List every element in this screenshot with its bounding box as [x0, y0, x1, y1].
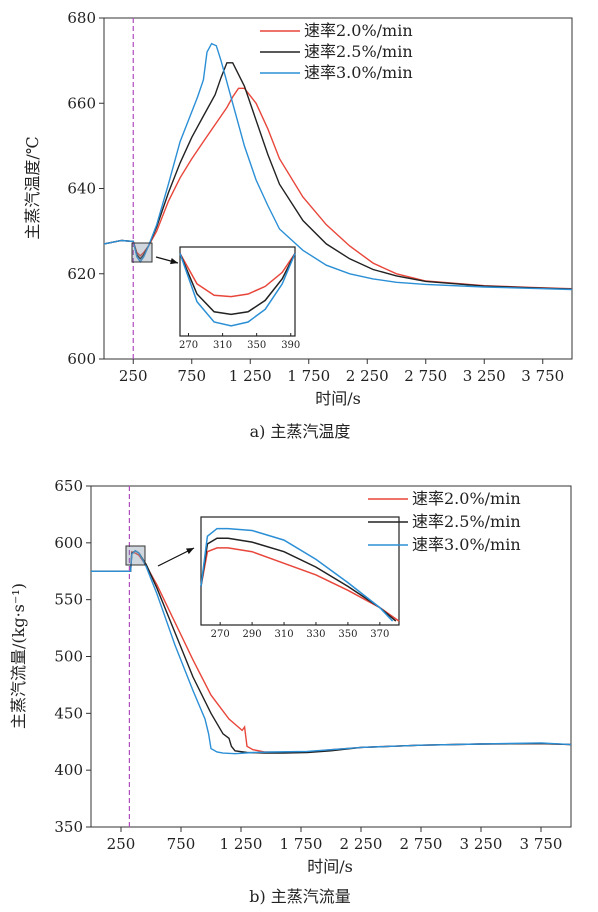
series-line: [103, 87, 573, 290]
x-tick-label: 250: [107, 835, 136, 853]
inset-x-tick-label: 350: [338, 629, 357, 640]
legend: 速率2.0%/min 速率2.5%/min 速率3.0%/min: [260, 21, 413, 82]
y-tick-label: 640: [67, 180, 96, 198]
legend-label: 速率3.0%/min: [304, 63, 413, 82]
legend-label: 速率3.0%/min: [412, 535, 521, 554]
legend: 速率2.0%/min 速率2.5%/min 速率3.0%/min: [368, 489, 521, 554]
inset-x-tick-label: 370: [370, 629, 389, 640]
inset-series-line: [200, 547, 400, 622]
inset-x-tick-label: 350: [247, 340, 266, 351]
inset-series-line: [179, 253, 296, 327]
x-tick-label: 2 250: [346, 367, 389, 385]
x-ticks: 250 750 1 250 1 750 2 250 2 750 3 250 3 750: [119, 359, 564, 385]
inset-x-tick-label: 290: [243, 629, 262, 640]
inset-series-line: [179, 253, 296, 316]
series-line: [91, 549, 572, 755]
x-tick-label: 1 750: [280, 835, 323, 853]
series-line: [103, 42, 573, 291]
y-ticks: 600 620 640 660 680: [67, 9, 104, 368]
caption: b) 主蒸汽流量: [249, 887, 351, 906]
y-tick-label: 650: [54, 477, 83, 495]
inset-series-line: [179, 252, 296, 298]
x-ticks: 250 750 1 250 1 750 2 250 2 750 3 250 3 750: [107, 827, 563, 853]
inset: 270 310 350 390: [179, 246, 300, 351]
inset-series-line: [200, 537, 397, 622]
zoom-box: [131, 242, 179, 265]
y-tick-label: 450: [54, 704, 83, 722]
x-tick-label: 2 750: [404, 367, 447, 385]
x-tick-label: 3 750: [521, 367, 564, 385]
caption: a) 主蒸汽温度: [250, 422, 351, 441]
x-tick-label: 1 750: [287, 367, 330, 385]
inset-x-tick-label: 330: [306, 629, 325, 640]
zoom-arrow-head: [186, 548, 194, 555]
inset-series-line: [200, 527, 394, 622]
x-tick-label: 750: [167, 835, 196, 853]
x-axis-title: 时间/s: [307, 857, 353, 876]
zoom-region: [131, 242, 153, 263]
x-tick-label: 250: [119, 367, 148, 385]
x-tick-label: 1 250: [220, 835, 263, 853]
legend-label: 速率2.0%/min: [412, 489, 521, 508]
inset-x-tick-label: 270: [211, 629, 230, 640]
inset-x-tick-label: 270: [179, 340, 198, 351]
series-line: [103, 62, 573, 290]
y-ticks: 350 400 450 500 550 600 650: [54, 477, 91, 836]
x-tick-label: 750: [177, 367, 206, 385]
y-tick-label: 600: [54, 534, 83, 552]
inset-x-tick-label: 310: [274, 629, 293, 640]
y-tick-label: 500: [54, 648, 83, 666]
y-tick-label: 350: [54, 818, 83, 836]
x-tick-label: 3 750: [520, 835, 563, 853]
x-tick-label: 3 250: [463, 367, 506, 385]
x-tick-label: 1 250: [229, 367, 272, 385]
chart-b: 250 750 1 250 1 750 2 250 2 750 3 250 3 750 350…: [9, 477, 572, 906]
y-tick-label: 680: [67, 9, 96, 27]
inset-x-tick-label: 310: [213, 340, 232, 351]
chart-a: 250 750 1 250 1 750 2 250 2 750 3 250 3 750 600…: [23, 9, 573, 441]
y-tick-label: 620: [67, 265, 96, 283]
zoom-arrow-head: [170, 258, 178, 265]
zoom-box: [125, 545, 195, 567]
inset-frame: [200, 516, 400, 626]
y-axis-title: 主蒸汽流量/(kg·s⁻¹): [9, 583, 28, 729]
legend-label: 速率2.5%/min: [304, 42, 413, 61]
y-tick-label: 400: [54, 761, 83, 779]
y-tick-label: 550: [54, 591, 83, 609]
legend-label: 速率2.0%/min: [304, 21, 413, 40]
lines: [103, 42, 573, 291]
inset-x-tick-label: 390: [281, 340, 300, 351]
x-axis-title: 时间/s: [315, 389, 361, 408]
y-tick-label: 660: [67, 94, 96, 112]
inset-frame: [179, 246, 296, 337]
zoom-region: [125, 545, 146, 566]
x-tick-label: 2 750: [400, 835, 443, 853]
inset: 270 290 310 330 350 370: [200, 516, 400, 640]
x-tick-label: 2 250: [340, 835, 383, 853]
y-axis-title: 主蒸汽温度/℃: [23, 136, 42, 239]
y-tick-label: 600: [67, 350, 96, 368]
legend-label: 速率2.5%/min: [412, 512, 521, 531]
lines: [91, 549, 572, 755]
x-tick-label: 3 250: [460, 835, 503, 853]
